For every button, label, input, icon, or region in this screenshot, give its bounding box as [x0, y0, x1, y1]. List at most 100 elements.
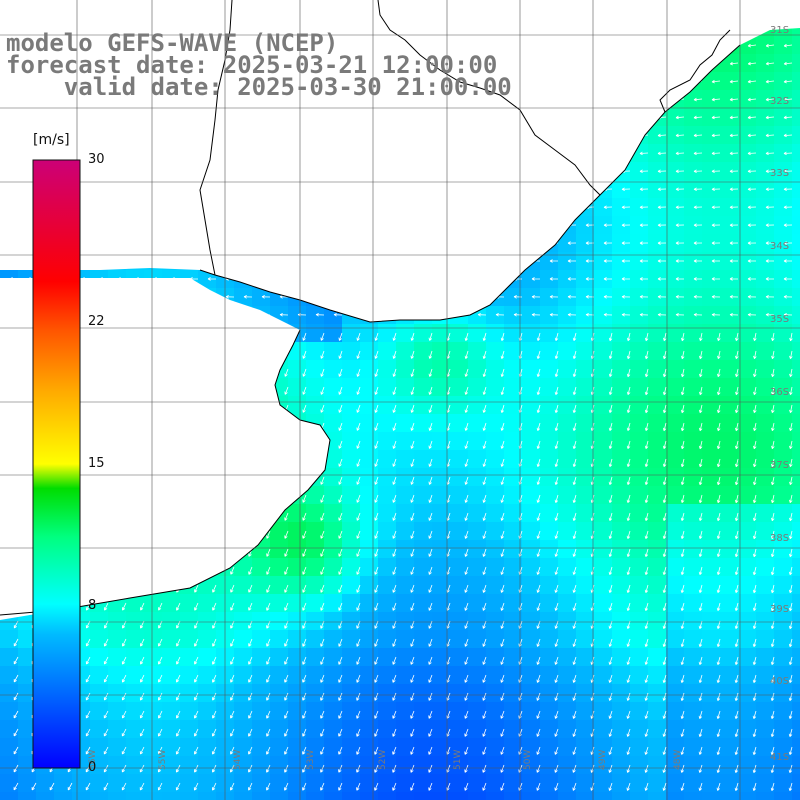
wind-arrow	[747, 97, 757, 102]
wind-arrow	[554, 440, 559, 449]
wind-cell	[774, 270, 792, 288]
wind-cell	[702, 432, 720, 450]
wind-cell	[90, 648, 108, 666]
wind-cell	[396, 504, 414, 522]
wind-cell	[738, 648, 756, 666]
wind-cell	[756, 54, 774, 72]
wind-arrow	[657, 151, 667, 156]
wind-cell	[378, 486, 396, 504]
wind-arrow	[410, 692, 415, 701]
wind-arrow	[320, 656, 325, 665]
wind-arrow	[392, 476, 397, 485]
wind-cell	[666, 252, 684, 270]
wind-cell	[756, 684, 774, 702]
wind-arrow	[644, 494, 649, 503]
wind-arrow	[765, 277, 775, 281]
wind-cell	[486, 738, 504, 756]
wind-arrow	[320, 350, 325, 359]
wind-cell	[396, 468, 414, 486]
wind-arrow	[693, 259, 702, 263]
wind-cell	[558, 288, 576, 306]
wind-cell	[360, 702, 378, 720]
wind-cell	[684, 306, 702, 324]
wind-arrow	[789, 368, 793, 378]
wind-cell	[756, 666, 774, 684]
wind-arrow	[783, 43, 793, 48]
wind-arrow	[374, 764, 379, 773]
wind-cell	[270, 594, 288, 612]
wind-arrow	[464, 368, 469, 377]
wind-cell	[450, 666, 468, 684]
wind-arrow	[103, 728, 109, 737]
wind-arrow	[662, 746, 667, 755]
wind-arrow	[392, 458, 397, 467]
wind-arrow	[680, 782, 685, 791]
wind-arrow	[567, 295, 577, 299]
wind-cell	[486, 342, 504, 360]
wind-cell	[792, 738, 800, 756]
wind-arrow	[500, 332, 505, 341]
wind-cell	[774, 126, 792, 144]
wind-cell	[612, 612, 630, 630]
wind-cell	[108, 630, 126, 648]
wind-cell	[0, 774, 18, 792]
wind-cell	[162, 738, 180, 756]
wind-cell	[576, 234, 594, 252]
wind-cell	[486, 504, 504, 522]
wind-arrow	[284, 764, 289, 773]
wind-arrow	[626, 710, 631, 719]
wind-arrow	[747, 79, 757, 84]
wind-arrow	[567, 277, 577, 281]
wind-arrow	[482, 638, 487, 647]
wind-arrow	[85, 692, 91, 701]
wind-cell	[486, 558, 504, 576]
wind-arrow	[711, 187, 721, 191]
wind-cell	[738, 468, 756, 486]
wind-cell	[450, 324, 468, 342]
wind-cell	[450, 558, 468, 576]
wind-arrow	[121, 764, 127, 773]
wind-cell	[486, 630, 504, 648]
wind-cell	[180, 612, 198, 630]
wind-arrow	[644, 332, 649, 342]
wind-cell	[126, 594, 144, 612]
wind-arrow	[320, 638, 325, 647]
wind-arrow	[747, 259, 756, 263]
wind-cell	[468, 666, 486, 684]
wind-cell	[576, 414, 594, 432]
wind-cell	[198, 756, 216, 774]
wind-arrow	[789, 440, 793, 450]
wind-arrow	[464, 422, 469, 431]
wind-arrow	[716, 602, 721, 611]
wind-cell	[288, 756, 306, 774]
wind-cell	[648, 360, 666, 378]
wind-arrow	[752, 764, 757, 773]
wind-cell	[378, 774, 396, 792]
wind-arrow	[121, 710, 127, 719]
wind-arrow	[675, 133, 685, 138]
wind-arrow	[500, 512, 505, 521]
wind-cell	[630, 378, 648, 396]
wind-arrow	[788, 692, 793, 701]
wind-cell	[522, 360, 540, 378]
wind-cell	[576, 666, 594, 684]
wind-arrow	[103, 746, 109, 755]
wind-arrow	[410, 782, 415, 791]
wind-arrow	[626, 764, 631, 773]
wind-arrow	[103, 782, 109, 791]
wind-arrow	[356, 404, 361, 413]
wind-cell	[360, 612, 378, 630]
wind-arrow	[680, 440, 685, 450]
wind-arrow	[500, 656, 505, 665]
wind-cell	[504, 540, 522, 558]
wind-cell	[414, 720, 432, 738]
wind-cell	[774, 630, 792, 648]
wind-cell	[558, 486, 576, 504]
wind-cell	[468, 612, 486, 630]
wind-arrow	[374, 566, 379, 575]
wind-arrow	[500, 350, 505, 359]
wind-cell	[414, 324, 432, 342]
wind-arrow	[320, 584, 325, 593]
wind-cell	[684, 252, 702, 270]
wind-cell	[486, 594, 504, 612]
